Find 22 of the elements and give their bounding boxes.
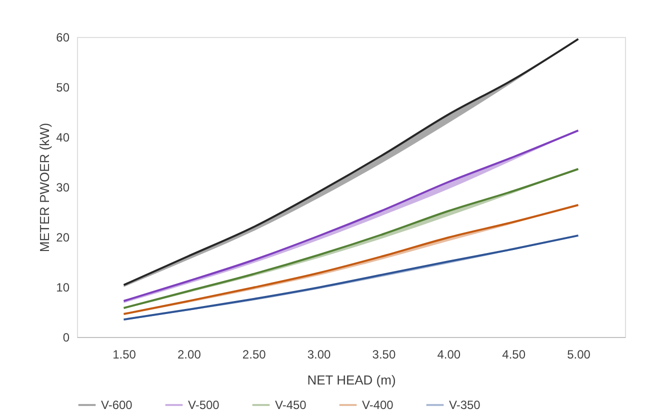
y-tick-label: 60 [56,30,70,44]
y-tick-label: 0 [62,330,70,344]
x-axis-title: NET HEAD (m) [307,372,396,388]
x-tick-label: 3.00 [307,348,332,362]
x-tick-label: 2.00 [178,348,202,362]
legend-label: V-350 [449,398,481,412]
legend-label: V-450 [275,398,307,412]
x-tick-label: 2.50 [242,348,266,362]
legend-label: V-400 [362,398,394,412]
x-tick-label: 3.50 [372,348,396,362]
y-axis-title: METER PWOER (kW) [37,122,52,252]
legend-label: V-600 [101,398,133,412]
x-tick-label: 1.50 [112,348,136,362]
y-tick-label: 20 [56,230,70,244]
x-tick-label: 4.50 [502,348,526,362]
x-tick-label: 4.00 [437,348,461,362]
y-tick-label: 30 [56,180,70,194]
y-tick-label: 50 [56,80,70,94]
y-tick-label: 40 [56,130,70,144]
y-tick-label: 10 [56,280,70,294]
x-tick-label: 5.00 [567,348,591,362]
legend-label: V-500 [188,398,220,412]
